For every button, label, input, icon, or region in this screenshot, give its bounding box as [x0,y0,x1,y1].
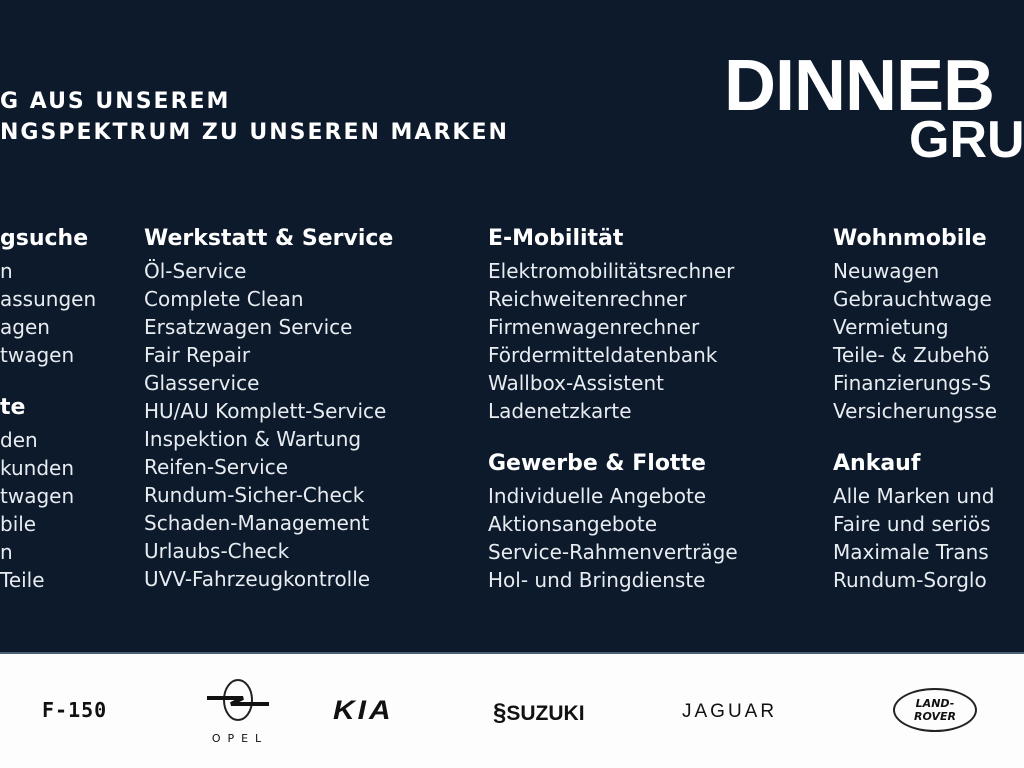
service-link[interactable]: kunden [0,456,74,480]
section-list: Individuelle Angebote Aktionsangebote Serv… [488,482,738,594]
section-list: n assungen agen twagen [0,257,96,369]
section-list: Neuwagen Gebrauchtwage Vermietung Teile- & … [833,257,997,425]
service-link[interactable]: Firmenwagenrechner [488,315,700,339]
service-link[interactable]: twagen [0,343,75,367]
service-link[interactable]: Glasservice [144,371,260,395]
jaguar-logo[interactable]: JAGUAR [682,701,778,722]
service-link[interactable]: Individuelle Angebote [488,484,707,508]
section-list: den kunden twagen bile n Teile [0,426,96,594]
opel-blitz-icon [207,679,269,721]
section-heading: gsuche [0,226,89,251]
section-heading: E-Mobilität [488,226,624,251]
service-link[interactable]: Aktionsangebote [488,512,658,536]
service-link[interactable]: Alle Marken und [833,484,995,508]
section-list: Elektromobilitätsrechner Reichweitenrechn… [488,257,738,425]
section-gap [0,369,96,393]
service-link[interactable]: Teile- & Zubehö [833,343,990,367]
section-gap [833,425,997,449]
suzuki-s-icon: § [493,699,507,726]
service-link[interactable]: Urlaubs-Check [144,539,290,563]
service-link[interactable]: assungen [0,287,97,311]
service-link[interactable]: Gebrauchtwage [833,287,992,311]
service-link[interactable]: Neuwagen [833,259,940,283]
brand-logo-strip: F-150 OPEL KIA §SUZUKI JAGUAR LAND- ROVE… [0,652,1024,768]
service-link[interactable]: Service-Rahmenverträge [488,540,738,564]
opel-logo[interactable]: OPEL [203,678,273,748]
land-rover-line-2: ROVER [914,710,956,723]
section-heading: Wohnmobile [833,226,987,251]
service-link[interactable]: agen [0,315,50,339]
service-link[interactable]: n [0,259,13,283]
land-rover-logo[interactable]: LAND- ROVER [893,688,977,732]
service-link[interactable]: Fair Repair [144,343,251,367]
service-link[interactable]: Elektromobilitätsrechner [488,259,735,283]
f150-logo[interactable]: F-150 [42,698,108,722]
kia-logo[interactable]: KIA [333,695,394,726]
opel-wordmark: OPEL [211,732,269,745]
service-link[interactable]: Vermietung [833,315,949,339]
section-gap [488,425,738,449]
suzuki-logo[interactable]: §SUZUKI [493,699,585,727]
service-link[interactable]: twagen [0,484,75,508]
service-link[interactable]: Inspektion & Wartung [144,427,362,451]
service-link[interactable]: Versicherungsse [833,399,998,423]
headline-line-2: NGSPEKTRUM ZU UNSEREN MARKEN [0,120,509,145]
suzuki-wordmark: SUZUKI [506,702,585,725]
service-link[interactable]: Reichweitenrechner [488,287,687,311]
land-rover-line-1: LAND- [915,697,955,710]
service-link[interactable]: bile [0,512,37,536]
section-heading: Gewerbe & Flotte [488,451,706,476]
service-column: gsuche n assungen agen twagen te den kunden twag… [0,224,96,594]
section-heading: Werkstatt & Service [144,226,394,251]
service-link[interactable]: Finanzierungs-S [833,371,992,395]
service-link[interactable]: HU/AU Komplett-Service [144,399,387,423]
service-link[interactable]: Faire und seriös [833,512,991,536]
brand-logo-line-2: GRU [909,111,1024,169]
service-link[interactable]: Teile [0,568,45,592]
section-list: Öl-Service Complete Clean Ersatzwagen Serv… [144,257,393,593]
section-heading: te [0,395,26,420]
service-link[interactable]: Ersatzwagen Service [144,315,353,339]
service-link[interactable]: n [0,540,13,564]
service-link[interactable]: Schaden-Management [144,511,370,535]
service-link[interactable]: Rundum-Sorglo [833,568,987,592]
section-heading: Ankauf [833,451,921,476]
service-link[interactable]: Complete Clean [144,287,304,311]
service-link[interactable]: Öl-Service [144,259,247,283]
service-link[interactable]: Hol- und Bringdienste [488,568,706,592]
service-link[interactable]: Fördermitteldatenbank [488,343,718,367]
section-list: Alle Marken und Faire und seriös Maximale … [833,482,997,594]
service-link[interactable]: Reifen-Service [144,455,289,479]
service-link[interactable]: Ladenetzkarte [488,399,632,423]
headline-line-1: G AUS UNSEREM [0,89,231,114]
service-column: Werkstatt & Service Öl-Service Complete Cl… [144,224,393,593]
brand-logo-line-1: DINNEB [724,46,995,126]
service-link[interactable]: Wallbox-Assistent [488,371,664,395]
service-column: E-Mobilität Elektromobilitätsrechner Reich… [488,224,738,594]
service-link[interactable]: den [0,428,38,452]
service-link[interactable]: Maximale Trans [833,540,989,564]
service-link[interactable]: Rundum-Sicher-Check [144,483,365,507]
banner: G AUS UNSEREM NGSPEKTRUM ZU UNSEREN MARK… [0,46,1024,594]
service-column: Wohnmobile Neuwagen Gebrauchtwage Vermietun… [833,224,997,594]
service-link[interactable]: UVV-Fahrzeugkontrolle [144,567,371,591]
